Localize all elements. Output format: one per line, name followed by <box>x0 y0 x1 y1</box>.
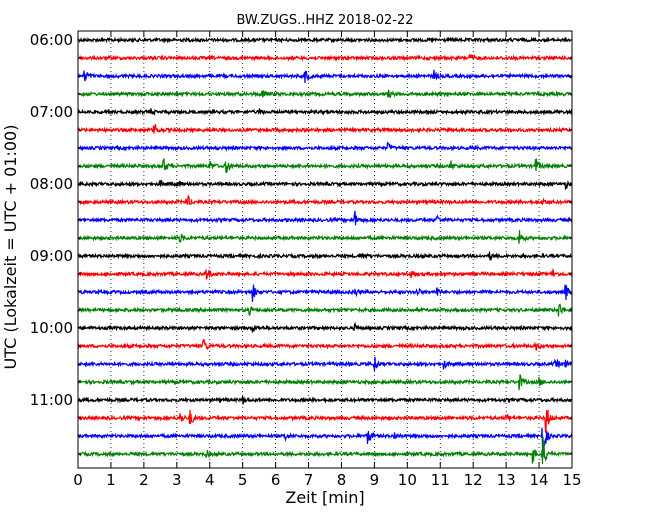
trace-0930 <box>77 284 573 302</box>
trace-waveform <box>77 267 573 281</box>
trace-waveform <box>77 141 573 152</box>
trace-waveform <box>77 179 573 191</box>
y-tick-label: 06:00 <box>30 31 73 49</box>
trace-0800 <box>77 179 573 191</box>
trace-0845 <box>77 230 573 244</box>
trace-0715 <box>77 124 573 134</box>
trace-waveform <box>77 89 573 99</box>
x-tick-label: 9 <box>370 471 380 489</box>
trace-waveform <box>77 69 573 84</box>
trace-waveform <box>77 303 573 317</box>
x-tick-label: 7 <box>304 471 314 489</box>
trace-waveform <box>77 436 573 465</box>
trace-0945 <box>77 303 573 317</box>
trace-0915 <box>77 267 573 281</box>
trace-waveform <box>77 210 573 226</box>
trace-0745 <box>77 158 573 173</box>
vertical-gridlines <box>110 31 540 468</box>
plot-frame <box>77 30 573 469</box>
trace-waveform <box>77 427 573 458</box>
trace-1100 <box>77 394 573 405</box>
x-tick-label: 10 <box>398 471 417 489</box>
trace-waveform <box>77 409 573 434</box>
x-tick-label: 1 <box>106 471 116 489</box>
trace-0615 <box>77 54 573 62</box>
x-axis-ticks: 0 1 2 3 4 5 6 7 8 9 10 11 12 13 14 15 <box>73 31 582 489</box>
trace-1130 <box>77 427 573 458</box>
trace-0630 <box>77 69 573 84</box>
chart-title: BW.ZUGS..HHZ 2018-02-22 <box>236 13 413 28</box>
y-tick-label: 07:00 <box>30 103 73 121</box>
x-tick-label: 15 <box>562 471 581 489</box>
x-tick-label: 6 <box>271 471 281 489</box>
trace-waveform <box>77 284 573 302</box>
trace-1000 <box>77 321 573 333</box>
x-tick-label: 2 <box>139 471 149 489</box>
trace-waveform <box>77 194 573 206</box>
y-tick-label: 09:00 <box>30 247 73 265</box>
x-tick-label: 0 <box>73 471 83 489</box>
trace-waveform <box>77 36 573 44</box>
trace-0830 <box>77 210 573 226</box>
trace-0900 <box>77 251 573 261</box>
x-tick-label: 13 <box>497 471 516 489</box>
trace-1030 <box>77 356 573 371</box>
trace-0730 <box>77 141 573 152</box>
x-axis-label: Zeit [min] <box>285 488 364 507</box>
trace-1145 <box>77 436 573 465</box>
y-axis-ticks: 06:00 07:00 08:00 09:00 10:00 11:00 <box>30 31 572 455</box>
x-tick-label: 5 <box>238 471 248 489</box>
x-tick-label: 8 <box>337 471 347 489</box>
y-axis-label: UTC (Lokalzeit = UTC + 01:00) <box>1 125 20 370</box>
trace-waveform <box>77 54 573 62</box>
trace-1115 <box>77 409 573 434</box>
trace-waveform <box>77 339 573 351</box>
trace-0815 <box>77 194 573 206</box>
trace-waveform <box>77 394 573 405</box>
y-tick-label: 10:00 <box>30 319 73 337</box>
trace-1045 <box>77 374 573 391</box>
x-tick-label: 4 <box>205 471 215 489</box>
x-tick-label: 12 <box>464 471 483 489</box>
trace-waveform <box>77 251 573 261</box>
seismogram-traces <box>77 36 573 465</box>
x-tick-label: 3 <box>172 471 182 489</box>
trace-0600 <box>77 36 573 44</box>
trace-waveform <box>77 108 573 116</box>
y-tick-label: 11:00 <box>30 391 73 409</box>
trace-1015 <box>77 339 573 351</box>
trace-waveform <box>77 356 573 371</box>
y-tick-label: 08:00 <box>30 175 73 193</box>
trace-0700 <box>77 108 573 116</box>
trace-waveform <box>77 374 573 391</box>
trace-waveform <box>77 124 573 134</box>
x-tick-label: 14 <box>530 471 549 489</box>
trace-0645 <box>77 89 573 99</box>
trace-waveform <box>77 321 573 333</box>
x-tick-label: 11 <box>431 471 450 489</box>
trace-waveform <box>77 158 573 173</box>
trace-waveform <box>77 230 573 244</box>
